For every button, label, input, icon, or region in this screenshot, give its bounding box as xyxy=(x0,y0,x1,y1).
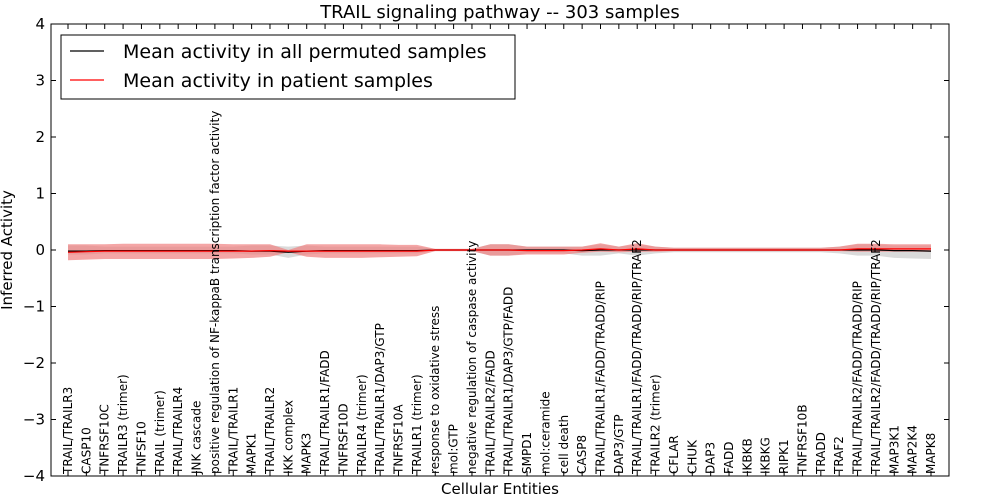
x-tick-label: FADD xyxy=(722,442,736,475)
series-lines xyxy=(67,248,932,253)
x-tick-label: IKBKB xyxy=(740,438,754,474)
x-tick-label: TNFRSF10C xyxy=(98,404,112,475)
x-tick-label: negative regulation of caspase activity xyxy=(465,241,479,474)
x-tick-label: TRAIL (trimer) xyxy=(153,390,167,475)
x-tick-label: TRAILR3 (trimer) xyxy=(116,374,130,475)
x-tick-label: TNFRSF10D xyxy=(336,403,350,475)
x-tick-label: positive regulation of NF-kappaB transcr… xyxy=(208,111,222,474)
x-tick-label: TRAF2 xyxy=(832,436,846,475)
x-tick-label: response to oxidative stress xyxy=(428,306,442,474)
x-tick-label: JNK cascade xyxy=(190,401,204,475)
x-tick-label: MAP2K4 xyxy=(906,425,920,474)
legend-label-permuted: Mean activity in all permuted samples xyxy=(123,41,486,63)
confidence-bands xyxy=(68,243,931,261)
y-tick-label: −4 xyxy=(23,467,45,485)
x-tick-label: CHUK xyxy=(685,439,699,474)
x-tick-label: TRAIL/TRAILR1/DAP3/GTP xyxy=(373,323,387,475)
x-tick-label: MAP3K1 xyxy=(887,425,901,474)
x-tick-label: TRAILR1 (trimer) xyxy=(410,374,424,475)
x-tick-label: TRAIL/TRAILR1 xyxy=(226,387,240,475)
x-tick-label: CASP8 xyxy=(575,435,589,474)
x-axis-label: Cellular Entities xyxy=(441,480,559,498)
x-tick-label: TRAIL/TRAILR1/DAP3/GTP/FADD xyxy=(502,287,516,475)
x-tick-label: TRAIL/TRAILR2/FADD/TRADD/RIP/TRAF2 xyxy=(869,239,883,475)
chart-title: TRAIL signaling pathway -- 303 samples xyxy=(319,2,680,23)
x-tick-label: RIPK1 xyxy=(777,439,791,474)
line-patient xyxy=(67,248,931,253)
y-tick-label: 2 xyxy=(35,128,45,146)
y-tick-label: −1 xyxy=(23,298,45,316)
x-tick-label: CASP10 xyxy=(79,427,93,474)
x-tick-label: TRAIL/TRAILR2/FADD xyxy=(483,350,497,475)
legend: Mean activity in all permuted samples Me… xyxy=(60,34,516,100)
x-tick-label: TRAILR2 (trimer) xyxy=(649,374,663,475)
x-tick-label: MAPK1 xyxy=(245,433,259,474)
y-tick-label: 0 xyxy=(35,241,45,259)
x-tick-label: DAP3/GTP xyxy=(612,414,626,474)
x-tick-label: TRAIL/TRAILR3 xyxy=(61,387,75,475)
x-tick-label: TNFRSF10B xyxy=(795,404,809,475)
x-tick-label: TRAIL/TRAILR4 xyxy=(171,387,185,475)
x-tick-label: TRAIL/TRAILR2/FADD/TRADD/RIP xyxy=(851,281,865,475)
y-tick-label: −2 xyxy=(23,354,45,372)
legend-box xyxy=(60,34,516,100)
band-patient xyxy=(68,243,931,261)
x-tick-label: CFLAR xyxy=(667,435,681,474)
x-tick-label: MAPK3 xyxy=(300,433,314,474)
plot-frame xyxy=(50,23,950,477)
x-tick-label: cell death xyxy=(557,415,571,474)
x-tick-label: TRAILR4 (trimer) xyxy=(355,374,369,475)
x-tick-label: SMPD1 xyxy=(520,432,534,474)
x-tick-label: TRAIL/TRAILR1/FADD/TRADD/RIP/TRAF2 xyxy=(630,239,644,475)
x-tick-label: TRAIL/TRAILR2 xyxy=(263,387,277,475)
x-tick-label: mol:GTP xyxy=(447,424,461,474)
x-tick-label: DAP3 xyxy=(704,442,718,474)
x-tick-label: TRAIL/TRAILR1/FADD xyxy=(318,350,332,475)
y-tick-label: 1 xyxy=(35,185,45,203)
x-tick-label: IKBKG xyxy=(759,437,773,474)
legend-label-patient: Mean activity in patient samples xyxy=(123,70,433,92)
x-tick-label: TRADD xyxy=(814,432,828,475)
x-tick-label: TRAIL/TRAILR1/FADD/TRADD/RIP xyxy=(593,281,607,475)
x-axis: TRAIL/TRAILR3 CASP10 TNFRSF10C TRAILR3 (tri… xyxy=(61,24,938,476)
y-tick-label: −3 xyxy=(23,411,45,429)
x-tick-label: IKK complex xyxy=(281,400,295,474)
y-axis-label: Inferred Activity xyxy=(0,190,16,310)
x-tick-label: TNFSF10 xyxy=(134,421,148,475)
x-tick-label: MAPK8 xyxy=(924,433,938,474)
x-tick-label: mol:ceramide xyxy=(538,391,552,474)
y-tick-label: 3 xyxy=(35,72,45,90)
y-tick-label: 4 xyxy=(35,15,45,33)
x-tick-label: TNFRSF10A xyxy=(392,404,406,475)
y-axis: 4 3 2 1 0 −1 −2 −3 −4 xyxy=(23,15,949,485)
